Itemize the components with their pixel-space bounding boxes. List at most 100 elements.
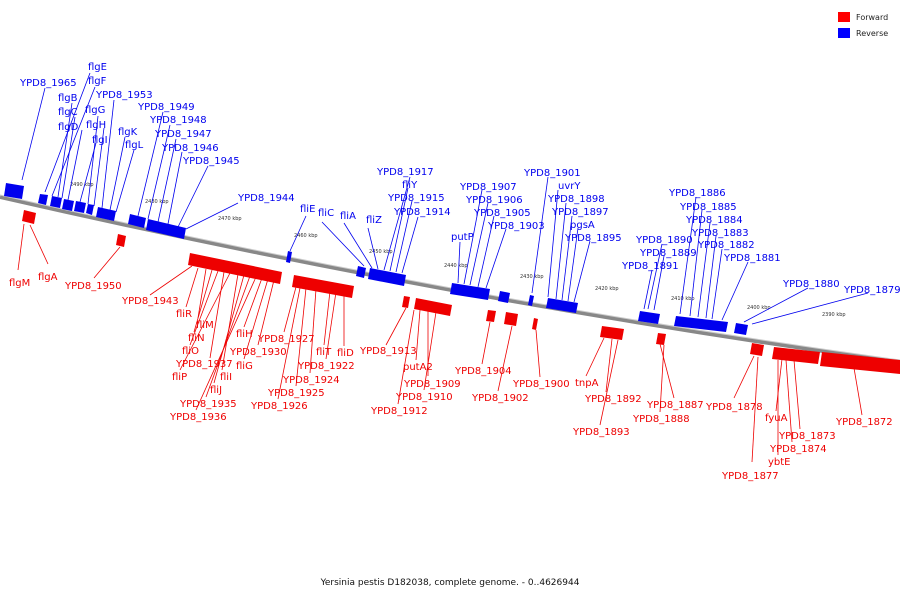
gene-label[interactable]: fliO: [182, 346, 199, 357]
gene-label[interactable]: flgB: [58, 93, 78, 104]
gene-arrow[interactable]: [414, 298, 452, 316]
gene-arrow[interactable]: [128, 214, 146, 228]
gene-label[interactable]: YPD8_1915: [387, 193, 445, 204]
gene-label[interactable]: YPD8_1936: [169, 412, 227, 423]
gene-label[interactable]: YPD8_1891: [621, 261, 679, 272]
gene-label[interactable]: fliY: [402, 180, 418, 191]
gene-label[interactable]: putP: [451, 232, 474, 243]
gene-label[interactable]: YPD8_1877: [721, 471, 779, 482]
gene-arrow[interactable]: [74, 201, 86, 213]
gene-label[interactable]: YPD8_1884: [685, 215, 743, 226]
gene-label[interactable]: YPD8_1893: [572, 427, 630, 438]
gene-label[interactable]: flgA: [38, 272, 58, 283]
gene-arrow[interactable]: [22, 210, 36, 224]
gene-label[interactable]: putA2: [403, 362, 433, 373]
gene-label[interactable]: flgK: [118, 127, 138, 138]
gene-label[interactable]: YPD8_1947: [154, 129, 212, 140]
gene-label[interactable]: fliR: [176, 309, 192, 320]
gene-label[interactable]: fliC: [318, 208, 334, 219]
gene-label[interactable]: YPD8_1943: [121, 296, 179, 307]
gene-label[interactable]: YPD8_1898: [547, 194, 605, 205]
gene-label[interactable]: YPD8_1887: [646, 400, 704, 411]
gene-label[interactable]: YPD8_1909: [403, 379, 461, 390]
gene-arrow[interactable]: [450, 283, 490, 300]
gene-arrow[interactable]: [820, 352, 900, 374]
gene-label[interactable]: YPD8_1948: [149, 115, 207, 126]
gene-label[interactable]: YPD8_1926: [250, 401, 308, 412]
gene-label[interactable]: YPD8_1903: [487, 221, 545, 232]
gene-label[interactable]: YPD8_1895: [564, 233, 622, 244]
gene-arrow[interactable]: [656, 333, 666, 345]
gene-label[interactable]: YPD8_1901: [523, 168, 581, 179]
gene-label[interactable]: YPD8_1917: [376, 167, 434, 178]
gene-label[interactable]: YPD8_1885: [679, 202, 737, 213]
gene-label[interactable]: pgsA: [570, 220, 595, 231]
gene-label[interactable]: YPD8_1953: [95, 90, 153, 101]
gene-label[interactable]: YPD8_1888: [632, 414, 690, 425]
gene-label[interactable]: flgH: [86, 120, 106, 131]
gene-label[interactable]: YPD8_1890: [635, 235, 693, 246]
gene-label[interactable]: YPD8_1886: [668, 188, 726, 199]
gene-label[interactable]: flgD: [58, 122, 79, 133]
gene-label[interactable]: YPD8_1950: [64, 281, 122, 292]
gene-label[interactable]: flgF: [88, 76, 107, 87]
gene-label[interactable]: YPD8_1945: [182, 156, 240, 167]
gene-label[interactable]: YPD8_1927: [257, 334, 315, 345]
gene-arrow[interactable]: [674, 316, 728, 332]
gene-arrow[interactable]: [286, 251, 292, 263]
gene-label[interactable]: fliH: [236, 329, 253, 340]
gene-label[interactable]: YPD8_1937: [175, 359, 233, 370]
gene-label[interactable]: YPD8_1965: [19, 78, 77, 89]
gene-arrow[interactable]: [504, 312, 518, 326]
gene-label[interactable]: fliD: [337, 348, 354, 359]
gene-arrow[interactable]: [368, 268, 406, 286]
gene-arrow[interactable]: [750, 343, 764, 356]
gene-label[interactable]: ybtE: [768, 457, 791, 468]
gene-arrow[interactable]: [532, 318, 538, 330]
gene-label[interactable]: YPD8_1882: [697, 240, 755, 251]
gene-label[interactable]: tnpA: [575, 378, 599, 389]
gene-label[interactable]: YPD8_1907: [459, 182, 517, 193]
gene-label[interactable]: YPD8_1889: [639, 248, 697, 259]
gene-label[interactable]: YPD8_1872: [835, 417, 893, 428]
gene-arrow[interactable]: [50, 196, 62, 208]
gene-arrow[interactable]: [4, 183, 24, 199]
gene-label[interactable]: YPD8_1873: [778, 431, 836, 442]
gene-arrow[interactable]: [498, 291, 510, 303]
gene-arrow[interactable]: [38, 194, 48, 205]
gene-label[interactable]: YPD8_1924: [282, 375, 340, 386]
gene-label[interactable]: YPD8_1930: [229, 347, 287, 358]
gene-arrow[interactable]: [734, 323, 748, 335]
gene-label[interactable]: YPD8_1935: [179, 399, 237, 410]
gene-label[interactable]: YPD8_1892: [584, 394, 642, 405]
gene-label[interactable]: fliP: [172, 372, 187, 383]
gene-label[interactable]: uvrY: [558, 181, 581, 192]
gene-label[interactable]: flgM: [9, 278, 30, 289]
gene-label[interactable]: fliM: [196, 320, 214, 331]
gene-label[interactable]: YPD8_1881: [723, 253, 781, 264]
gene-label[interactable]: YPD8_1922: [297, 361, 355, 372]
gene-label[interactable]: YPD8_1900: [512, 379, 570, 390]
gene-label[interactable]: fliT: [316, 347, 332, 358]
gene-label[interactable]: YPD8_1912: [370, 406, 428, 417]
gene-label[interactable]: fliJ: [210, 385, 222, 396]
gene-label[interactable]: YPD8_1905: [473, 208, 531, 219]
gene-arrow[interactable]: [188, 253, 282, 284]
gene-label[interactable]: YPD8_1944: [237, 193, 295, 204]
gene-label[interactable]: flgG: [85, 105, 105, 116]
gene-label[interactable]: YPD8_1925: [267, 388, 325, 399]
gene-label[interactable]: flgC: [58, 107, 78, 118]
gene-label[interactable]: YPD8_1904: [454, 366, 512, 377]
gene-label[interactable]: fyuA: [765, 413, 788, 424]
gene-label[interactable]: YPD8_1902: [471, 393, 529, 404]
gene-label[interactable]: YPD8_1878: [705, 402, 763, 413]
gene-arrow[interactable]: [86, 204, 94, 215]
gene-label[interactable]: YPD8_1946: [161, 143, 219, 154]
gene-label[interactable]: YPD8_1879: [843, 285, 900, 296]
gene-arrow[interactable]: [146, 219, 186, 239]
gene-label[interactable]: YPD8_1880: [782, 279, 840, 290]
gene-label[interactable]: flgL: [125, 140, 144, 151]
gene-label[interactable]: fliN: [188, 333, 205, 344]
gene-label[interactable]: fliE: [300, 204, 315, 215]
gene-label[interactable]: YPD8_1913: [359, 346, 417, 357]
